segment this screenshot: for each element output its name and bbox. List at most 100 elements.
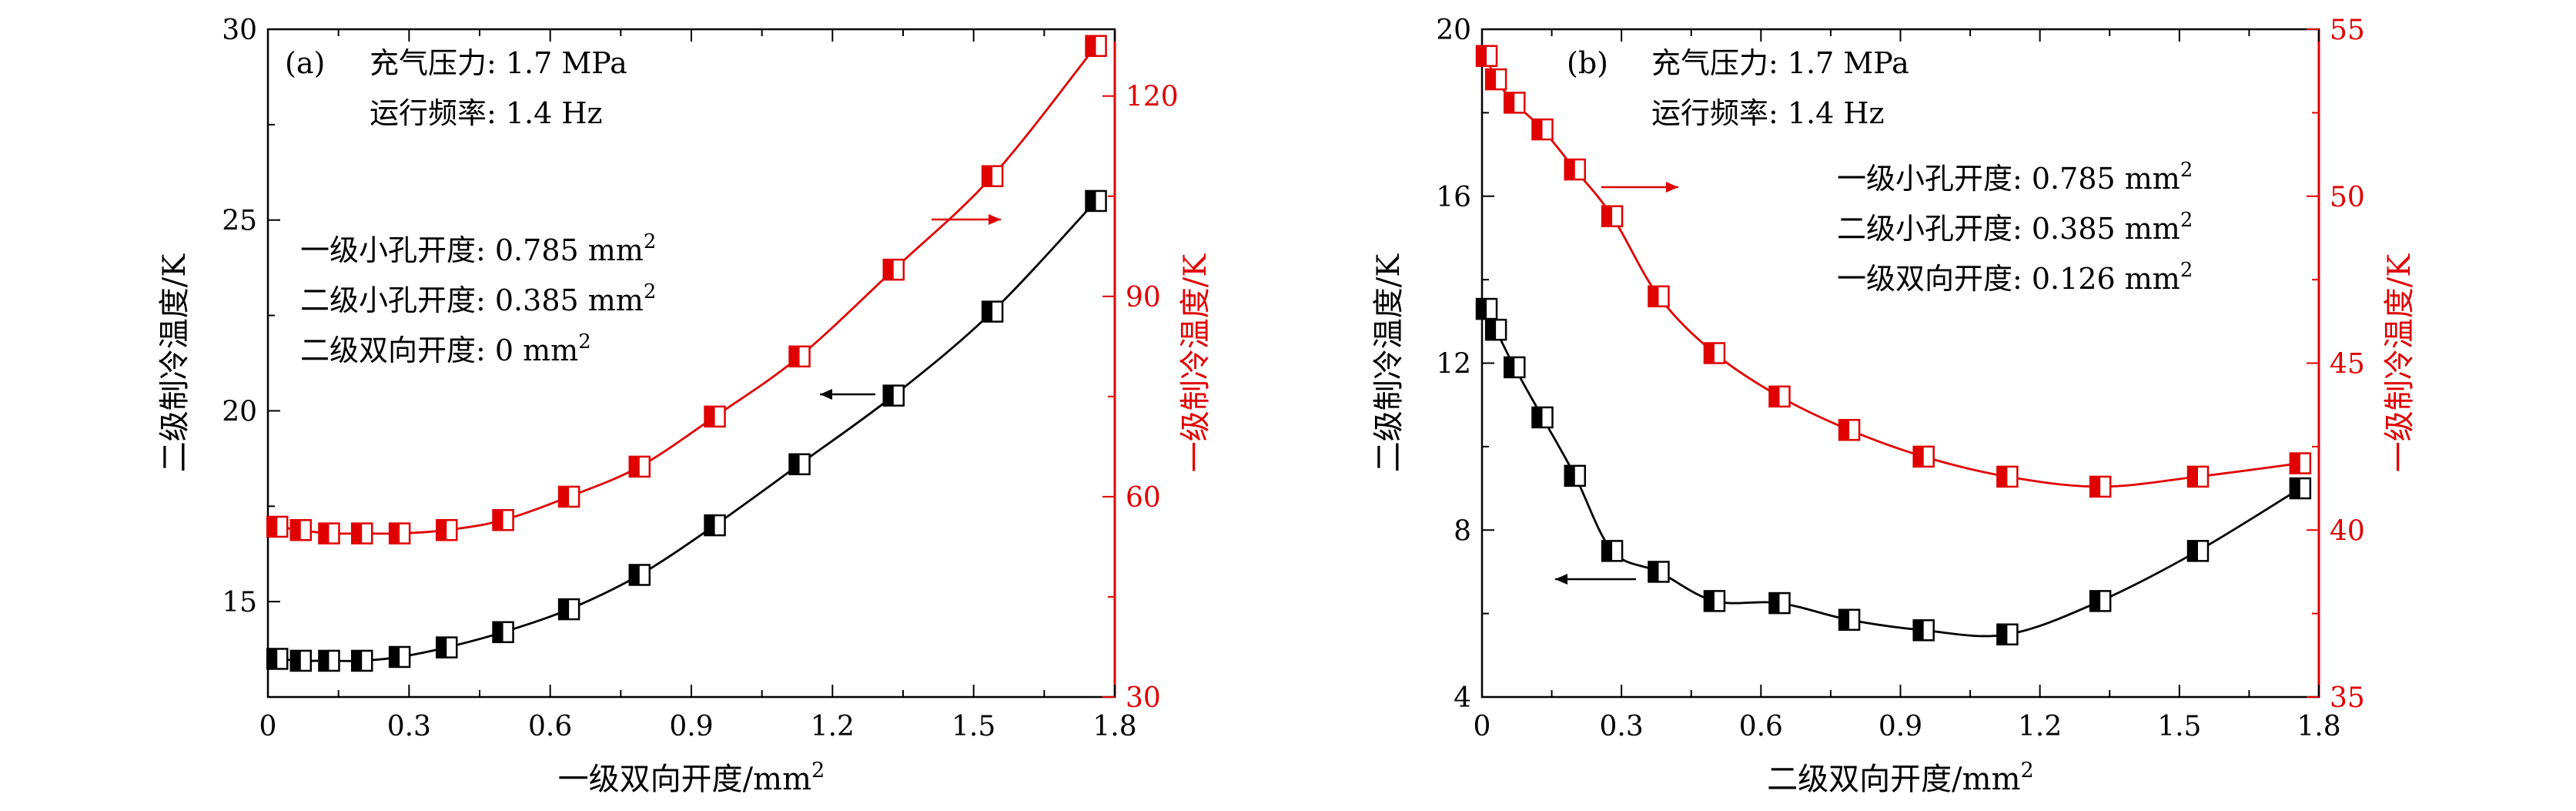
right-y-tick-label: 90	[1126, 282, 1161, 313]
x-tick-label: 0.6	[1739, 711, 1783, 742]
panel-b: 0 0.3 0.6 0.9 1.2 1.5 1.8 4 8 12 16 20 35 40 45 50 55 二级双…	[1371, 15, 2417, 797]
left-y-tick-label: 20	[222, 396, 257, 427]
data-point-left	[788, 453, 811, 476]
x-tick-label: 1.5	[2157, 711, 2201, 742]
x-tick-label: 1.8	[2297, 711, 2340, 742]
left-y-tick-label: 4	[1454, 682, 1471, 714]
x-tick-label: 0.9	[669, 711, 713, 742]
plot-frame	[1480, 28, 2320, 699]
data-point-left	[1996, 623, 2019, 645]
annotation-text: 充气压力: 1.7 MPa	[370, 46, 627, 80]
data-point-right	[1996, 465, 2019, 488]
x-axis-label: 一级双向开度/mm2	[558, 759, 825, 797]
data-point-left	[1601, 540, 1624, 562]
data-point-right	[1648, 285, 1670, 308]
left-y-axis-label: 二级制冷温度/K	[1371, 253, 1407, 472]
data-point-right	[1484, 68, 1507, 91]
data-point-right	[492, 508, 514, 531]
right-y-tick-label: 30	[1126, 682, 1161, 714]
right-y-tick-label: 35	[2330, 682, 2365, 714]
x-tick-label: 0	[1474, 711, 1491, 742]
data-point-right	[350, 522, 373, 545]
condition-text: 二级双向开度: 0 mm2	[300, 330, 591, 367]
data-point-right	[1085, 35, 1107, 57]
data-point-left	[1838, 608, 1861, 632]
data-point-left	[1768, 591, 1791, 615]
right-y-tick-label: 45	[2330, 349, 2365, 380]
x-tick-label: 0.9	[1878, 711, 1922, 742]
data-point-left	[350, 649, 373, 672]
data-point-left	[492, 621, 514, 644]
data-point-right	[388, 522, 411, 545]
x-tick-label: 0.3	[1600, 711, 1644, 742]
data-point-right	[1504, 92, 1526, 114]
left-y-tick-label: 20	[1436, 15, 1471, 46]
x-axis-label: 二级双向开度/mm2	[1767, 759, 2034, 797]
data-point-right	[788, 345, 811, 368]
condition-text: 一级双向开度: 0.126 mm2	[1837, 259, 2193, 296]
series-line-left	[1485, 308, 2301, 638]
data-point-right	[266, 515, 289, 538]
data-point-right	[2089, 475, 2112, 498]
right-y-tick-label: 60	[1126, 482, 1161, 514]
right-y-tick-label: 40	[2330, 515, 2365, 547]
data-point-left	[557, 598, 580, 621]
data-point-left	[318, 649, 340, 672]
data-point-left	[289, 649, 313, 672]
condition-text: 一级小孔开度: 0.785 mm2	[300, 230, 656, 267]
data-point-left	[704, 514, 726, 537]
annotation-text: 充气压力: 1.7 MPa	[1651, 46, 1909, 80]
right-y-axis-label: 一级制冷温度/K	[1178, 253, 1213, 472]
x-tick-label: 1.2	[811, 711, 855, 742]
data-point-left	[388, 645, 411, 669]
data-point-left	[1703, 590, 1726, 612]
data-point-right	[289, 519, 313, 541]
data-point-right	[1531, 118, 1554, 141]
data-point-right	[318, 522, 340, 545]
right-y-tick-label: 50	[2330, 182, 2365, 213]
x-tick-label: 1.2	[2018, 711, 2062, 742]
data-point-right	[882, 258, 905, 281]
x-tick-label: 0.3	[387, 711, 431, 742]
data-point-left	[628, 564, 651, 586]
right-axis-arrow-head	[989, 214, 1001, 225]
left-y-axis-label: 二级制冷温度/K	[157, 253, 192, 472]
data-point-left	[2089, 590, 2112, 612]
data-point-right	[1601, 205, 1624, 228]
left-y-tick-label: 8	[1454, 515, 1471, 547]
data-point-right	[1912, 445, 1935, 468]
data-point-left	[2186, 540, 2210, 562]
data-point-right	[981, 165, 1004, 187]
left-axis-arrow-head	[1555, 574, 1567, 585]
data-point-right	[704, 405, 726, 428]
data-point-right	[1564, 158, 1587, 181]
data-point-left	[1475, 297, 1498, 320]
left-y-tick-label: 15	[222, 587, 257, 618]
data-point-right	[1838, 418, 1861, 441]
data-point-left	[1531, 406, 1554, 429]
data-point-right	[1703, 342, 1726, 364]
x-tick-label: 1.8	[1092, 711, 1136, 742]
left-y-tick-label: 25	[222, 206, 257, 237]
annotation-text: 运行频率: 1.4 Hz	[370, 96, 603, 130]
data-point-right	[2186, 465, 2210, 488]
data-point-left	[435, 636, 458, 659]
data-point-left	[882, 384, 905, 407]
annotation-text: 运行频率: 1.4 Hz	[1651, 96, 1885, 130]
data-point-right	[628, 455, 651, 478]
data-point-right	[1475, 45, 1498, 67]
right-y-tick-label: 120	[1126, 82, 1179, 113]
data-point-left	[981, 300, 1004, 323]
left-y-tick-label: 16	[1436, 182, 1471, 213]
right-y-axis-label: 一级制冷温度/K	[2382, 253, 2417, 472]
data-point-left	[1085, 189, 1107, 213]
data-point-left	[1564, 464, 1587, 488]
panel-label: (b)	[1567, 46, 1608, 80]
condition-text: 二级小孔开度: 0.385 mm2	[1837, 209, 2193, 246]
left-y-tick-label: 30	[222, 15, 257, 46]
data-point-right	[435, 519, 458, 541]
left-axis-arrow-head	[820, 389, 832, 400]
data-point-left	[266, 648, 289, 670]
x-tick-label: 1.5	[952, 711, 995, 742]
